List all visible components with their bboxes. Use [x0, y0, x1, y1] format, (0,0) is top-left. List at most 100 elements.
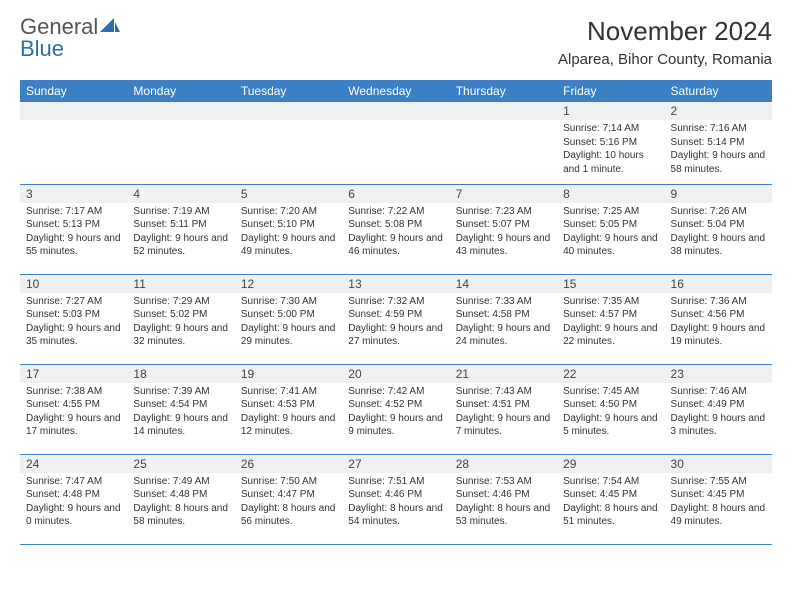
sunset-line: Sunset: 4:47 PM	[241, 488, 336, 502]
sunrise-line: Sunrise: 7:30 AM	[241, 295, 336, 309]
sunset-line: Sunset: 4:48 PM	[133, 488, 228, 502]
calendar-day: 2Sunrise: 7:16 AMSunset: 5:14 PMDaylight…	[665, 102, 772, 184]
sunrise-line: Sunrise: 7:43 AM	[456, 385, 551, 399]
day-body	[450, 120, 557, 126]
day-number: 25	[127, 455, 234, 473]
sunset-line: Sunset: 4:59 PM	[348, 308, 443, 322]
sunset-line: Sunset: 4:50 PM	[563, 398, 658, 412]
day-body	[342, 120, 449, 126]
logo-sail-icon	[100, 16, 120, 38]
daylight-line: Daylight: 9 hours and 5 minutes.	[563, 412, 658, 439]
day-number: 22	[557, 365, 664, 383]
daylight-line: Daylight: 9 hours and 38 minutes.	[671, 232, 766, 259]
header: General Blue November 2024 Alparea, Biho…	[20, 16, 772, 68]
sunset-line: Sunset: 5:08 PM	[348, 218, 443, 232]
day-body: Sunrise: 7:25 AMSunset: 5:05 PMDaylight:…	[557, 203, 664, 263]
day-number: 1	[557, 102, 664, 120]
calendar-day: 1Sunrise: 7:14 AMSunset: 5:16 PMDaylight…	[557, 102, 664, 184]
daylight-line: Daylight: 9 hours and 24 minutes.	[456, 322, 551, 349]
day-body: Sunrise: 7:49 AMSunset: 4:48 PMDaylight:…	[127, 473, 234, 533]
sunset-line: Sunset: 4:53 PM	[241, 398, 336, 412]
sunrise-line: Sunrise: 7:41 AM	[241, 385, 336, 399]
sunrise-line: Sunrise: 7:49 AM	[133, 475, 228, 489]
day-number: 23	[665, 365, 772, 383]
daylight-line: Daylight: 9 hours and 14 minutes.	[133, 412, 228, 439]
daylight-line: Daylight: 9 hours and 46 minutes.	[348, 232, 443, 259]
sunset-line: Sunset: 5:04 PM	[671, 218, 766, 232]
sunset-line: Sunset: 4:55 PM	[26, 398, 121, 412]
sunrise-line: Sunrise: 7:25 AM	[563, 205, 658, 219]
sunset-line: Sunset: 5:00 PM	[241, 308, 336, 322]
calendar-day	[342, 102, 449, 184]
daylight-line: Daylight: 9 hours and 55 minutes.	[26, 232, 121, 259]
calendar-day: 24Sunrise: 7:47 AMSunset: 4:48 PMDayligh…	[20, 454, 127, 544]
sunrise-line: Sunrise: 7:53 AM	[456, 475, 551, 489]
day-number: 16	[665, 275, 772, 293]
day-body: Sunrise: 7:47 AMSunset: 4:48 PMDaylight:…	[20, 473, 127, 533]
day-body: Sunrise: 7:55 AMSunset: 4:45 PMDaylight:…	[665, 473, 772, 533]
sunrise-line: Sunrise: 7:50 AM	[241, 475, 336, 489]
calendar-day: 7Sunrise: 7:23 AMSunset: 5:07 PMDaylight…	[450, 184, 557, 274]
daylight-line: Daylight: 10 hours and 1 minute.	[563, 149, 658, 176]
sunrise-line: Sunrise: 7:51 AM	[348, 475, 443, 489]
day-number: 2	[665, 102, 772, 120]
sunset-line: Sunset: 4:45 PM	[671, 488, 766, 502]
daylight-line: Daylight: 9 hours and 40 minutes.	[563, 232, 658, 259]
calendar-day: 3Sunrise: 7:17 AMSunset: 5:13 PMDaylight…	[20, 184, 127, 274]
day-body: Sunrise: 7:19 AMSunset: 5:11 PMDaylight:…	[127, 203, 234, 263]
calendar-day: 28Sunrise: 7:53 AMSunset: 4:46 PMDayligh…	[450, 454, 557, 544]
day-body: Sunrise: 7:39 AMSunset: 4:54 PMDaylight:…	[127, 383, 234, 443]
sunrise-line: Sunrise: 7:32 AM	[348, 295, 443, 309]
sunrise-line: Sunrise: 7:26 AM	[671, 205, 766, 219]
sunset-line: Sunset: 4:49 PM	[671, 398, 766, 412]
sunset-line: Sunset: 4:51 PM	[456, 398, 551, 412]
weekday-header: Friday	[557, 80, 664, 102]
day-body	[235, 120, 342, 126]
sunrise-line: Sunrise: 7:47 AM	[26, 475, 121, 489]
day-number: 17	[20, 365, 127, 383]
sunrise-line: Sunrise: 7:54 AM	[563, 475, 658, 489]
sunset-line: Sunset: 4:58 PM	[456, 308, 551, 322]
weekday-header: Monday	[127, 80, 234, 102]
day-body: Sunrise: 7:27 AMSunset: 5:03 PMDaylight:…	[20, 293, 127, 353]
daylight-line: Daylight: 8 hours and 51 minutes.	[563, 502, 658, 529]
daylight-line: Daylight: 9 hours and 9 minutes.	[348, 412, 443, 439]
day-body: Sunrise: 7:43 AMSunset: 4:51 PMDaylight:…	[450, 383, 557, 443]
daylight-line: Daylight: 9 hours and 49 minutes.	[241, 232, 336, 259]
day-number: 28	[450, 455, 557, 473]
day-number: 8	[557, 185, 664, 203]
day-number: 4	[127, 185, 234, 203]
day-body: Sunrise: 7:22 AMSunset: 5:08 PMDaylight:…	[342, 203, 449, 263]
sunset-line: Sunset: 4:56 PM	[671, 308, 766, 322]
day-number	[20, 102, 127, 120]
sunrise-line: Sunrise: 7:16 AM	[671, 122, 766, 136]
daylight-line: Daylight: 9 hours and 29 minutes.	[241, 322, 336, 349]
sunset-line: Sunset: 5:16 PM	[563, 136, 658, 150]
daylight-line: Daylight: 9 hours and 19 minutes.	[671, 322, 766, 349]
sunrise-line: Sunrise: 7:39 AM	[133, 385, 228, 399]
sunrise-line: Sunrise: 7:23 AM	[456, 205, 551, 219]
day-body: Sunrise: 7:17 AMSunset: 5:13 PMDaylight:…	[20, 203, 127, 263]
sunset-line: Sunset: 5:05 PM	[563, 218, 658, 232]
calendar-body: 1Sunrise: 7:14 AMSunset: 5:16 PMDaylight…	[20, 102, 772, 544]
daylight-line: Daylight: 9 hours and 22 minutes.	[563, 322, 658, 349]
day-number: 24	[20, 455, 127, 473]
logo: General Blue	[20, 16, 120, 60]
day-body: Sunrise: 7:54 AMSunset: 4:45 PMDaylight:…	[557, 473, 664, 533]
day-body: Sunrise: 7:26 AMSunset: 5:04 PMDaylight:…	[665, 203, 772, 263]
logo-word2: Blue	[20, 36, 64, 61]
sunset-line: Sunset: 5:03 PM	[26, 308, 121, 322]
calendar-day	[235, 102, 342, 184]
sunset-line: Sunset: 5:14 PM	[671, 136, 766, 150]
weekday-header: Saturday	[665, 80, 772, 102]
sunset-line: Sunset: 5:02 PM	[133, 308, 228, 322]
day-body	[20, 120, 127, 126]
location: Alparea, Bihor County, Romania	[558, 51, 772, 68]
calendar-day: 16Sunrise: 7:36 AMSunset: 4:56 PMDayligh…	[665, 274, 772, 364]
sunrise-line: Sunrise: 7:33 AM	[456, 295, 551, 309]
calendar-day: 10Sunrise: 7:27 AMSunset: 5:03 PMDayligh…	[20, 274, 127, 364]
day-number: 12	[235, 275, 342, 293]
day-number: 5	[235, 185, 342, 203]
day-number: 6	[342, 185, 449, 203]
calendar-day: 9Sunrise: 7:26 AMSunset: 5:04 PMDaylight…	[665, 184, 772, 274]
